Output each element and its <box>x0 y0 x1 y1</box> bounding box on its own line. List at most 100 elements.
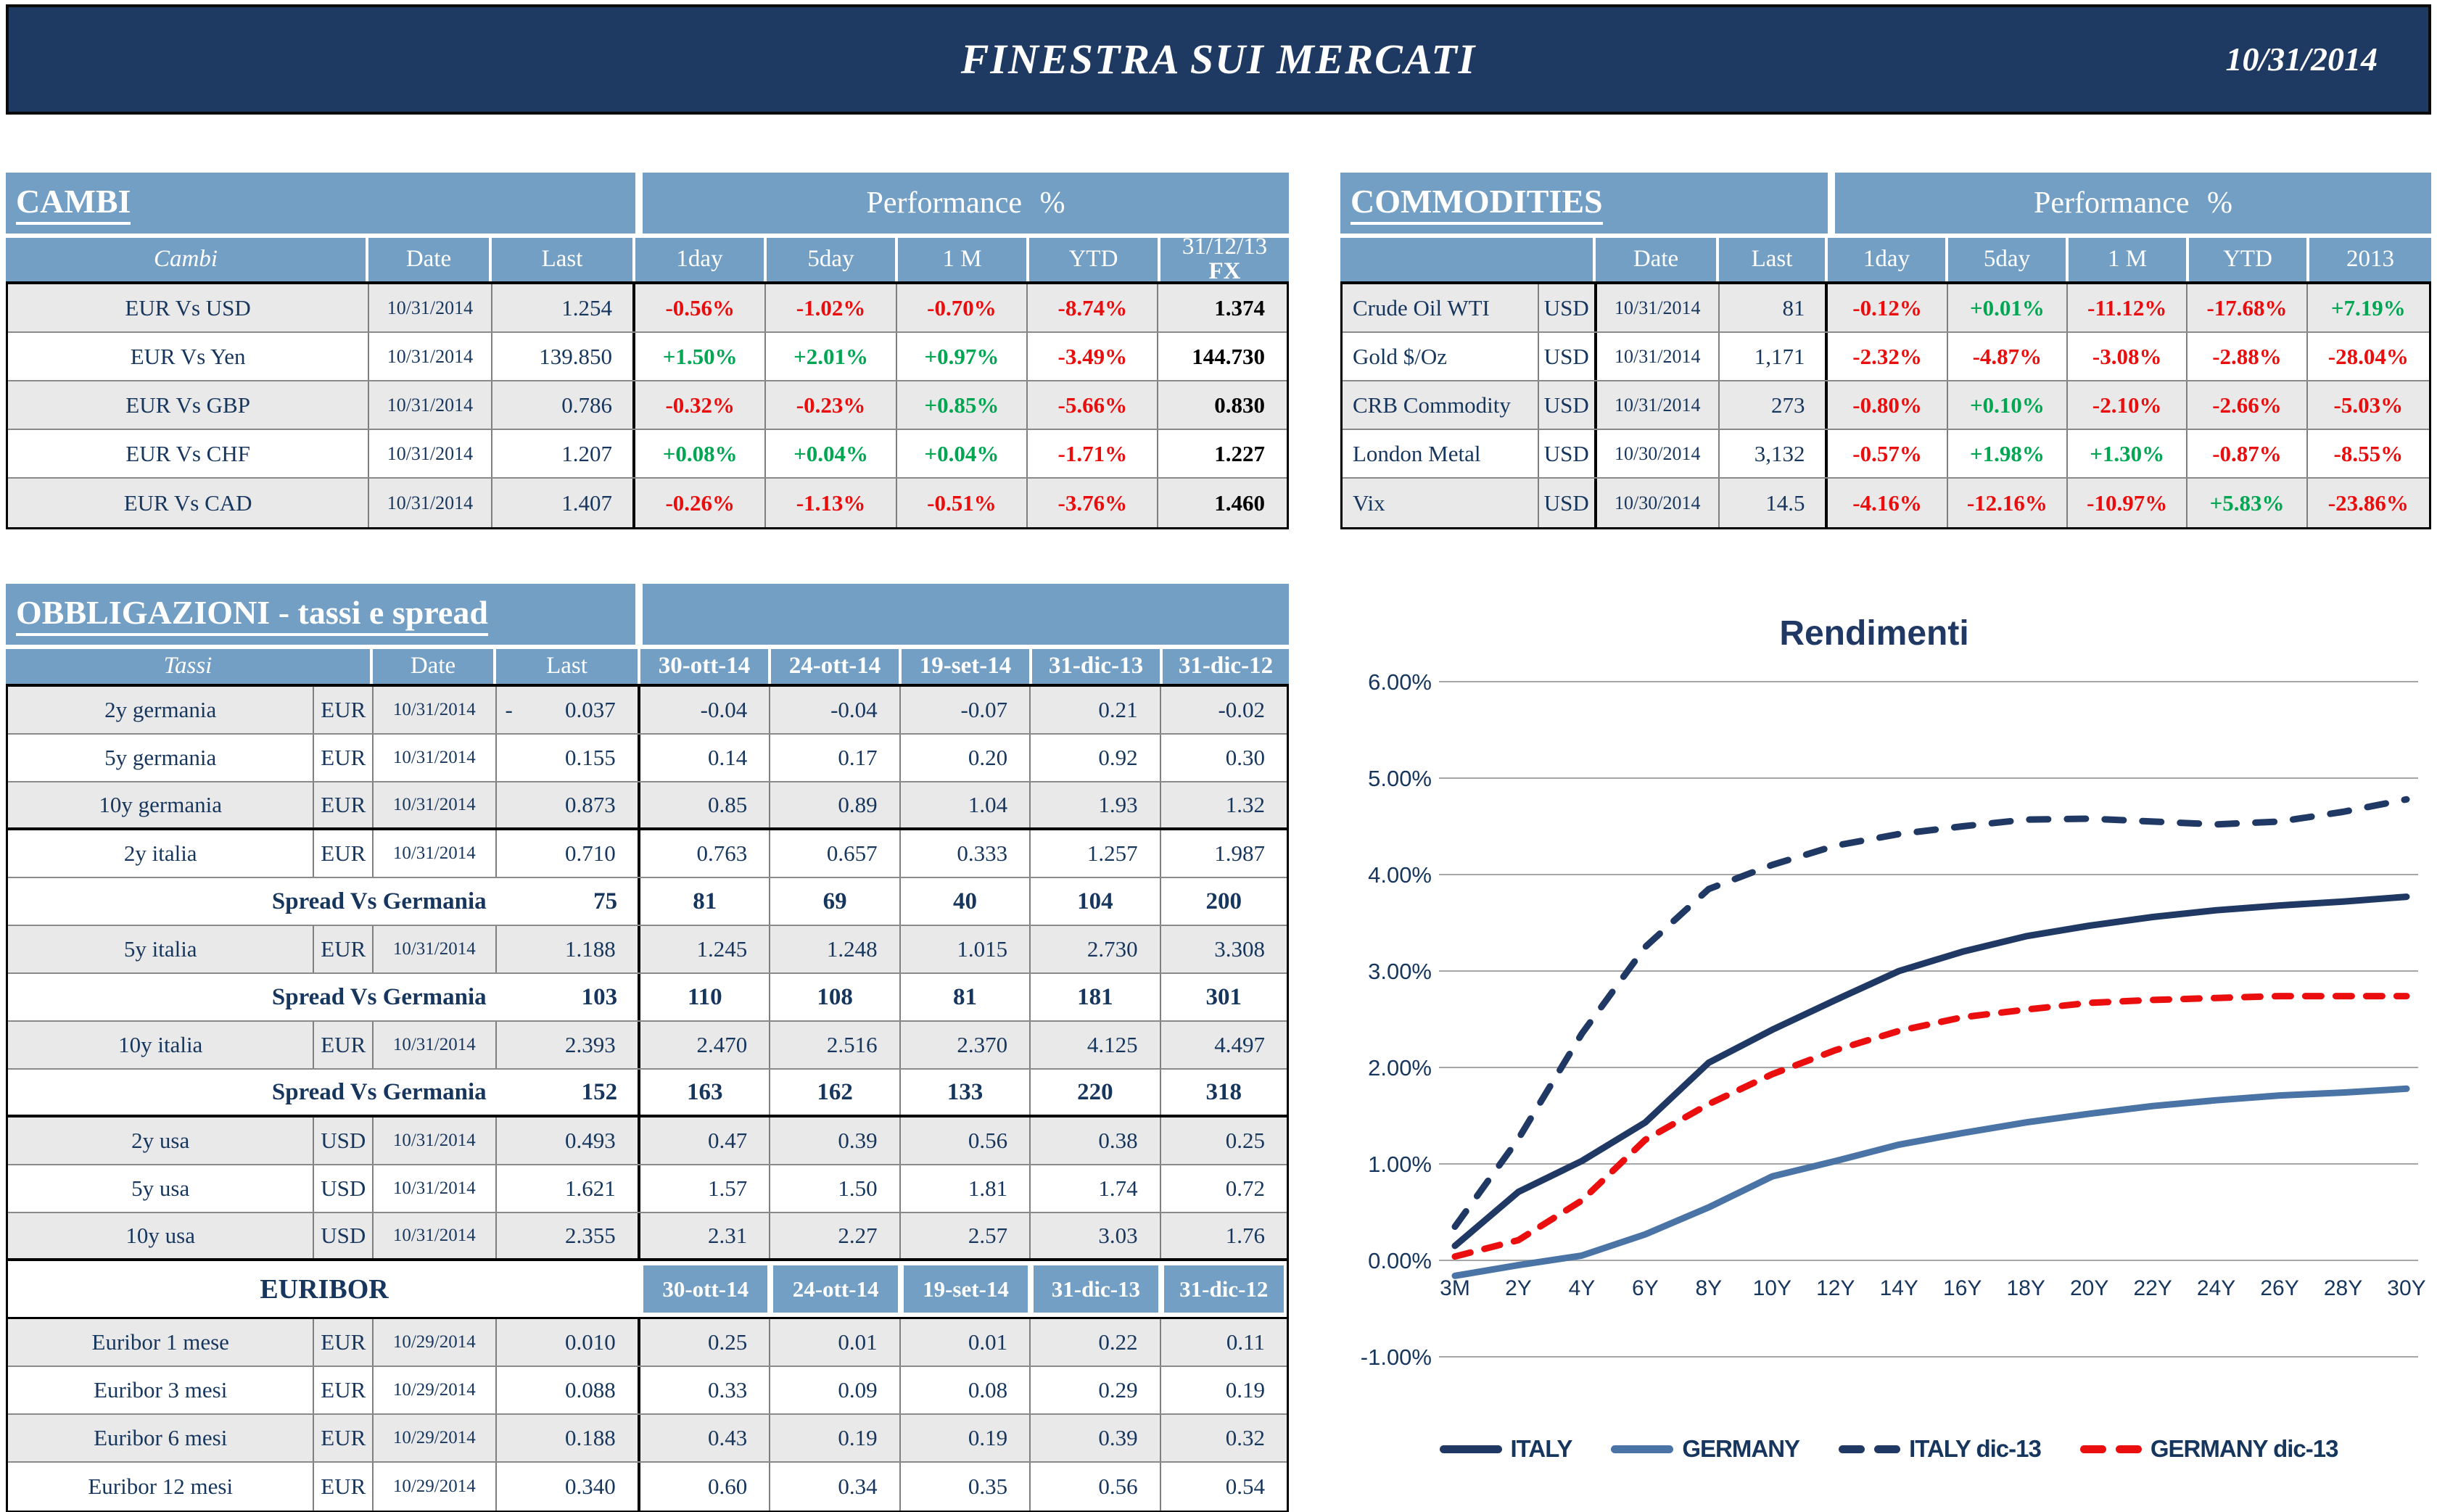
perf-value: -1.71% <box>1028 430 1159 477</box>
bonds-body: 2y germania EUR 10/31/2014-0.037 -0.04 -0.04… <box>6 687 1289 1512</box>
table-row: 2y germania EUR 10/31/2014- 0.037 -0.04 -0.04… <box>8 687 1287 735</box>
commodity-name: Gold $/Oz <box>1343 333 1539 380</box>
column-header: Date <box>368 238 492 281</box>
history-value: 4.497 <box>1214 1032 1266 1057</box>
last-value: 0.155 <box>497 735 640 781</box>
currency-cell: USD <box>1539 284 1597 331</box>
history-value: 1.987 <box>1214 840 1266 866</box>
last-value: 0.010 <box>497 1319 640 1366</box>
last-value-text: 1.621 <box>565 1176 616 1201</box>
history-value: 0.54 <box>1225 1474 1266 1499</box>
last-value: 273 <box>1720 381 1828 429</box>
history-value: 0.30 <box>1225 745 1266 770</box>
date-cell: 10/31/2014 <box>374 830 497 877</box>
table-row: 5y usa USD 10/31/2014 1.621 1.57 1.50 1.81 1.74… <box>8 1165 1287 1213</box>
cambi-table: CAMBI Performance % Cambi Date Last 1day 5day 1… <box>6 173 1289 529</box>
history-value: 0.39 <box>1031 1415 1161 1461</box>
history-value: 0.21 <box>1031 687 1161 733</box>
last-value-text: 0.340 <box>565 1474 616 1499</box>
currency-cell: EUR <box>314 830 374 877</box>
section-title: OBBLIGAZIONI - tassi e spread <box>6 584 635 645</box>
history-value: 1.245 <box>640 926 771 972</box>
currency-cell: EUR <box>314 1367 374 1413</box>
perf-value: -12.16% <box>1948 479 2069 527</box>
table-row: 10y usa USD 10/31/2014 2.355 2.31 2.27 2.57 3.0… <box>8 1213 1287 1261</box>
date-cell: 10/29/2014 <box>374 1463 497 1511</box>
chart-legend: ITALY GERMANY ITALY dic-13 GERMANY dic-13 <box>1340 1424 2437 1474</box>
spread-value: 110 <box>640 974 771 1020</box>
date-cell: 10/29/2014 <box>374 1319 497 1366</box>
legend-dash-icon <box>1839 1445 1865 1453</box>
currency-cell: EUR <box>314 1022 374 1068</box>
history-value: 0.38 <box>1031 1118 1161 1164</box>
history-value: 0.17 <box>770 735 901 781</box>
last-value-text: 0.088 <box>565 1377 616 1402</box>
perf-value: +0.08% <box>635 430 767 477</box>
history-value: 0.763 <box>640 830 771 877</box>
table-row: Spread Vs Germania 75 81 69 40 104 200 <box>8 878 1287 926</box>
last-value: 2.355 <box>497 1213 640 1258</box>
fx-ref-value: 1.374 <box>1214 294 1265 321</box>
column-header: 24-ott-14 <box>771 649 902 684</box>
x-axis-tick-label: 30Y <box>2387 1276 2425 1300</box>
perf-value: -5.66% <box>1028 381 1159 429</box>
spread-value: 104 <box>1031 878 1161 925</box>
chart-title: Rendimenti <box>1779 614 1969 653</box>
column-header-text: 24-ott-14 <box>773 1265 898 1313</box>
section-title-text: COMMODITIES <box>1351 182 1603 225</box>
perf-value: -0.57% <box>1828 430 1948 477</box>
last-value: 0.340 <box>497 1463 640 1511</box>
history-value: 1.015 <box>901 926 1031 972</box>
perf-value: +1.50% <box>635 333 767 380</box>
last-value: 1,171 <box>1720 333 1828 380</box>
spread-value: 81 <box>901 974 1031 1020</box>
legend-label: ITALY <box>1510 1435 1573 1462</box>
date-cell: 10/31/2014 <box>1597 381 1720 429</box>
currency-pair: EUR Vs USD <box>8 284 370 331</box>
table-row: EUR Vs GBP 10/31/2014 0.786 -0.32% -0.23% +0.… <box>8 381 1287 430</box>
column-header: 24-ott-14 <box>770 1261 900 1317</box>
cambi-body: EUR Vs USD 10/31/2014 1.254 -0.56% -1.02% -0.… <box>6 284 1289 529</box>
history-value: 0.333 <box>901 830 1031 877</box>
section-title: COMMODITIES <box>1340 173 1828 234</box>
x-axis-tick-label: 12Y <box>1816 1276 1855 1300</box>
history-value: 1.57 <box>640 1165 771 1212</box>
x-axis-tick-label: 8Y <box>1696 1276 1723 1300</box>
perf-value: +0.10% <box>1948 381 2069 429</box>
x-axis-tick-label: 10Y <box>1753 1276 1791 1300</box>
y-axis-tick-label: 2.00% <box>1368 1055 1432 1081</box>
currency-cell: USD <box>1539 479 1597 527</box>
spread-value: 103 <box>497 974 641 1020</box>
column-header: 31-dic-12 <box>1163 649 1289 684</box>
y-axis-tick-label: 5.00% <box>1368 766 1432 791</box>
spread-value: 200 <box>1205 888 1242 914</box>
table-row: Gold $/Oz USD 10/31/2014 1,171 -2.32% -4.87% -… <box>1343 333 2429 381</box>
history-value: 0.14 <box>640 735 771 781</box>
fx-ref-value: 1.460 <box>1214 489 1265 516</box>
commodity-name: London Metal <box>1343 430 1539 477</box>
date-cell: 10/31/2014 <box>374 735 497 781</box>
perf-value: -8.55% <box>2333 440 2404 466</box>
date-cell: 10/31/2014 <box>374 1118 497 1164</box>
header-date: 10/31/2014 <box>2225 41 2378 78</box>
legend-dash-icon <box>2079 1445 2106 1453</box>
currency-cell: USD <box>314 1118 374 1164</box>
legend-dash-icon <box>1874 1445 1901 1453</box>
last-value-text: 0.710 <box>565 840 616 866</box>
last-value: 0.088 <box>497 1367 640 1413</box>
history-value: 0.34 <box>770 1463 901 1511</box>
column-header: 1 M <box>2069 238 2189 281</box>
x-axis-tick-label: 26Y <box>2260 1276 2298 1300</box>
table-row: EUR Vs CHF 10/31/2014 1.207 +0.08% +0.04% +0.… <box>8 430 1287 479</box>
last-value: 2.393 <box>497 1022 640 1068</box>
table-row: 10y germania EUR 10/31/2014 0.873 0.85 0.89 1.… <box>8 782 1287 830</box>
column-header: Date <box>373 649 496 684</box>
x-axis-tick-label: 24Y <box>2197 1276 2235 1300</box>
date-cell: 10/31/2014 <box>369 479 492 527</box>
spread-value: 301 <box>1205 983 1242 1010</box>
instrument-name: Euribor 6 mesi <box>8 1415 315 1461</box>
perf-value: -3.49% <box>1028 333 1159 380</box>
spread-value: 152 <box>497 1070 641 1115</box>
last-value-text: 0.493 <box>565 1128 616 1153</box>
perf-value: +1.98% <box>1948 430 2069 477</box>
